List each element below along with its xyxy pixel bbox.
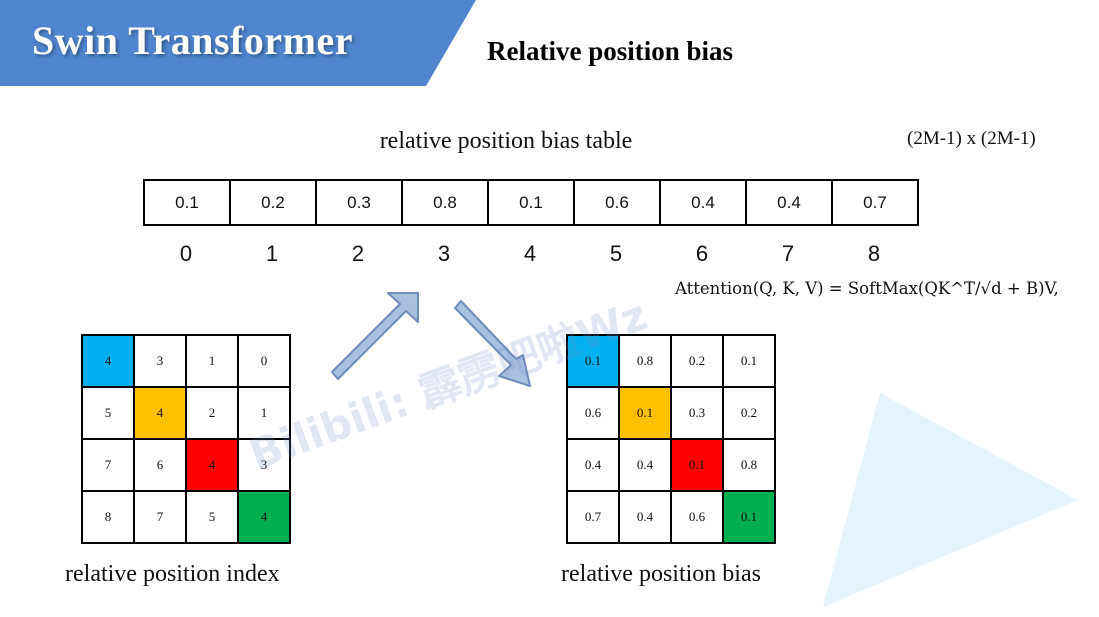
grid-cell: 0.4	[620, 492, 672, 544]
bias-table-cell: 0.2	[231, 181, 317, 224]
table-index-label: 2	[351, 241, 365, 266]
bias-table-cell: 0.7	[863, 192, 887, 212]
bias-table: 0.1 0.2 0.3 0.8 0.1 0.6 0.4 0.4 0.7	[143, 179, 919, 226]
grid-cell: 3	[239, 440, 291, 492]
grid-cell: 1	[239, 388, 291, 440]
grid-cell: 0.3	[672, 388, 724, 440]
relative-position-index-grid: 4 3 1 0 5 4 2 1 7 6 4 3 8 7 5 4	[81, 334, 291, 544]
grid-cell: 0.4	[568, 440, 620, 492]
bias-table-title: relative position bias table	[379, 128, 633, 154]
grid-cell: 3	[135, 336, 187, 388]
grid-cell: 8	[83, 492, 135, 544]
arrow-up-icon	[331, 292, 419, 380]
relative-position-bias-grid: 0.1 0.8 0.2 0.1 0.6 0.1 0.3 0.2 0.4 0.4 …	[566, 334, 776, 544]
table-index-label: 4	[523, 241, 537, 266]
table-index-label: 0	[179, 241, 193, 266]
grid-cell: 0.1	[724, 336, 776, 388]
table-index-label: 3	[437, 241, 451, 266]
grid-cell: 4	[135, 388, 187, 440]
grid-cell: 0.1	[672, 440, 724, 492]
bias-table-cell: 0.3	[317, 181, 403, 224]
bias-table-cell: 0.1	[489, 181, 575, 224]
attention-formula: Attention(Q, K, V) = SoftMax(QK^T/√d + B…	[675, 279, 1059, 298]
grid-cell: 0.2	[724, 388, 776, 440]
grid-cell: 1	[187, 336, 239, 388]
index-grid-caption: relative position index	[65, 561, 280, 587]
grid-cell: 0.8	[620, 336, 672, 388]
bias-table-cell: 0.8	[403, 181, 489, 224]
bias-table-cell: 0.4	[747, 181, 833, 224]
bias-table-cell: 0.1	[145, 181, 231, 224]
table-index-label: 6	[695, 241, 709, 266]
grid-cell: 4	[83, 336, 135, 388]
table-index-row: 0 1 2 3 4 5 6 7 8	[143, 241, 917, 267]
bias-grid-caption: relative position bias	[561, 561, 761, 587]
grid-cell: 4	[239, 492, 291, 544]
grid-cell: 0.7	[568, 492, 620, 544]
grid-cell: 5	[83, 388, 135, 440]
table-index-label: 8	[867, 241, 881, 266]
table-index-label: 1	[265, 241, 279, 266]
grid-cell: 0.1	[620, 388, 672, 440]
slide-subtitle: Relative position bias	[487, 36, 734, 66]
grid-cell: 0.6	[568, 388, 620, 440]
arrow-down-icon	[454, 300, 531, 387]
table-index-label: 7	[781, 241, 795, 266]
grid-cell: 0.8	[724, 440, 776, 492]
banner-shape	[0, 0, 476, 86]
bias-table-cell: 0.4	[661, 181, 747, 224]
grid-cell: 7	[83, 440, 135, 492]
grid-cell: 0.4	[620, 440, 672, 492]
grid-cell: 0.1	[724, 492, 776, 544]
grid-cell: 4	[187, 440, 239, 492]
table-dimensions: (2M-1) x (2M-1)	[907, 128, 1036, 149]
grid-cell: 0.6	[672, 492, 724, 544]
grid-cell: 7	[135, 492, 187, 544]
grid-cell: 6	[135, 440, 187, 492]
grid-cell: 5	[187, 492, 239, 544]
bias-table-cell: 0.6	[575, 181, 661, 224]
grid-cell: 0	[239, 336, 291, 388]
table-index-label: 5	[609, 241, 623, 266]
grid-cell: 0.2	[672, 336, 724, 388]
header-banner: Swin Transformer	[0, 0, 476, 86]
grid-cell: 2	[187, 388, 239, 440]
grid-cell: 0.1	[568, 336, 620, 388]
page-title: Swin Transformer	[32, 18, 353, 63]
